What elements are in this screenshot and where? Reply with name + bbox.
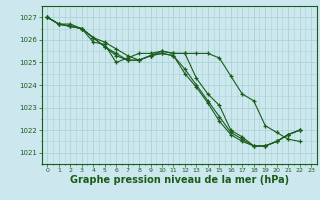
X-axis label: Graphe pression niveau de la mer (hPa): Graphe pression niveau de la mer (hPa) [70,175,289,185]
